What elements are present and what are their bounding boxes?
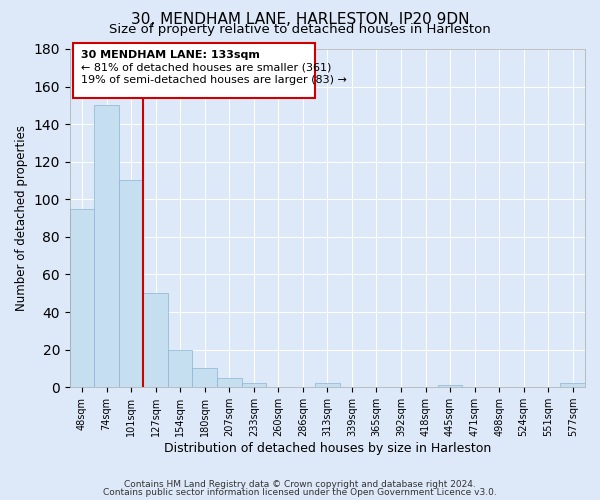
Bar [217, 378, 242, 387]
FancyBboxPatch shape [73, 44, 315, 98]
Bar [143, 293, 168, 387]
Bar [438, 386, 463, 387]
Bar [242, 384, 266, 387]
Text: 30 MENDHAM LANE: 133sqm: 30 MENDHAM LANE: 133sqm [81, 50, 260, 60]
Bar [119, 180, 143, 387]
Text: 30, MENDHAM LANE, HARLESTON, IP20 9DN: 30, MENDHAM LANE, HARLESTON, IP20 9DN [131, 12, 469, 28]
Bar [560, 384, 585, 387]
Text: ← 81% of detached houses are smaller (361): ← 81% of detached houses are smaller (36… [81, 62, 331, 72]
Text: 19% of semi-detached houses are larger (83) →: 19% of semi-detached houses are larger (… [81, 75, 347, 85]
Bar [315, 384, 340, 387]
Text: Contains public sector information licensed under the Open Government Licence v3: Contains public sector information licen… [103, 488, 497, 497]
Bar [193, 368, 217, 387]
Bar [94, 106, 119, 387]
Y-axis label: Number of detached properties: Number of detached properties [15, 125, 28, 311]
Bar [70, 208, 94, 387]
Text: Size of property relative to detached houses in Harleston: Size of property relative to detached ho… [109, 24, 491, 36]
X-axis label: Distribution of detached houses by size in Harleston: Distribution of detached houses by size … [164, 442, 491, 455]
Text: Contains HM Land Registry data © Crown copyright and database right 2024.: Contains HM Land Registry data © Crown c… [124, 480, 476, 489]
Bar [168, 350, 193, 387]
